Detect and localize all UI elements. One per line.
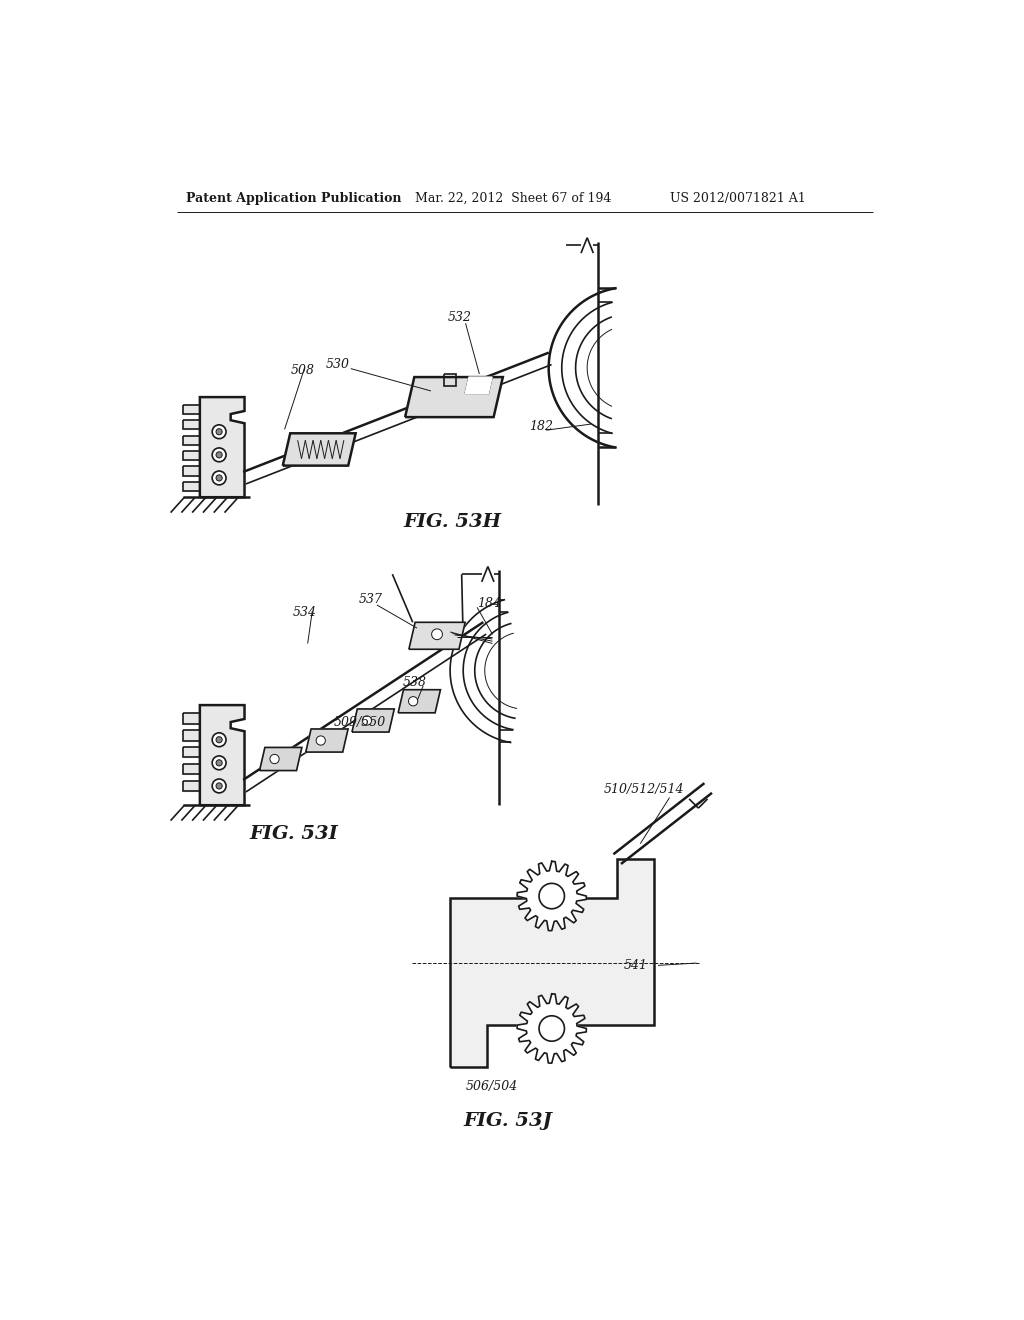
Circle shape: [216, 760, 222, 766]
Text: 538: 538: [402, 676, 426, 689]
Polygon shape: [451, 859, 654, 1067]
Text: FIG. 53J: FIG. 53J: [464, 1111, 552, 1130]
Text: FIG. 53I: FIG. 53I: [250, 825, 339, 843]
Polygon shape: [183, 780, 200, 792]
Text: 510/512/514: 510/512/514: [604, 783, 685, 796]
Circle shape: [212, 733, 226, 747]
Text: 506/504: 506/504: [466, 1080, 518, 1093]
Circle shape: [409, 697, 418, 706]
Polygon shape: [398, 689, 440, 713]
Polygon shape: [183, 436, 200, 445]
Circle shape: [212, 425, 226, 438]
Circle shape: [539, 883, 564, 908]
Circle shape: [216, 429, 222, 434]
Polygon shape: [465, 378, 493, 395]
Circle shape: [216, 475, 222, 480]
Polygon shape: [306, 729, 348, 752]
Circle shape: [539, 1016, 564, 1041]
Circle shape: [362, 715, 372, 725]
Text: 537: 537: [358, 593, 383, 606]
Polygon shape: [200, 705, 245, 805]
Polygon shape: [183, 482, 200, 491]
Polygon shape: [183, 730, 200, 741]
Polygon shape: [406, 378, 503, 417]
Polygon shape: [517, 862, 587, 931]
Circle shape: [216, 451, 222, 458]
Polygon shape: [183, 713, 200, 723]
Polygon shape: [200, 397, 245, 498]
Text: US 2012/0071821 A1: US 2012/0071821 A1: [670, 191, 805, 205]
Polygon shape: [183, 763, 200, 775]
Text: 182: 182: [529, 420, 553, 433]
Circle shape: [212, 447, 226, 462]
Polygon shape: [409, 622, 465, 649]
Polygon shape: [183, 420, 200, 429]
Circle shape: [216, 783, 222, 789]
Polygon shape: [517, 994, 587, 1063]
Polygon shape: [283, 433, 355, 466]
Text: 509/550: 509/550: [334, 715, 386, 729]
Circle shape: [316, 737, 326, 744]
Circle shape: [270, 755, 280, 763]
Circle shape: [212, 756, 226, 770]
Circle shape: [432, 628, 442, 640]
Polygon shape: [183, 451, 200, 461]
Polygon shape: [183, 405, 200, 414]
Text: 532: 532: [447, 312, 472, 325]
Text: 508: 508: [291, 363, 314, 376]
Text: 534: 534: [292, 606, 316, 619]
Text: Patent Application Publication: Patent Application Publication: [186, 191, 401, 205]
Circle shape: [216, 737, 222, 743]
Text: FIG. 53H: FIG. 53H: [403, 513, 502, 531]
Text: Mar. 22, 2012  Sheet 67 of 194: Mar. 22, 2012 Sheet 67 of 194: [416, 191, 611, 205]
Polygon shape: [352, 709, 394, 733]
Circle shape: [212, 471, 226, 484]
Text: 541: 541: [624, 958, 647, 972]
Circle shape: [212, 779, 226, 793]
Polygon shape: [259, 747, 302, 771]
Text: 530: 530: [326, 358, 349, 371]
Polygon shape: [183, 466, 200, 475]
Polygon shape: [183, 747, 200, 758]
Text: 184: 184: [477, 597, 501, 610]
